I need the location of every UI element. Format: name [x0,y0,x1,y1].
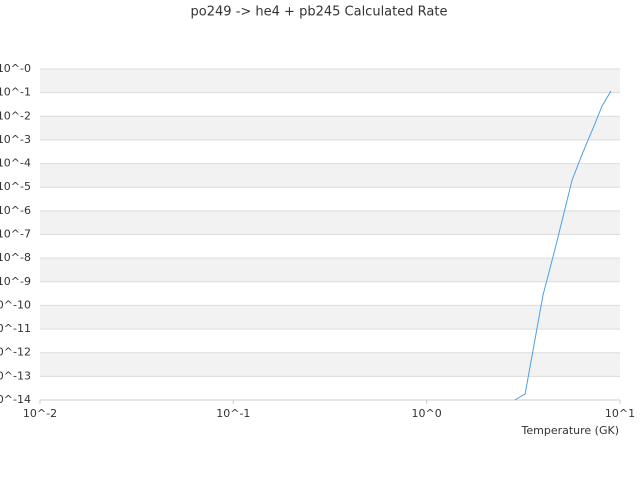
y-tick-label: 10^-2 [0,109,31,122]
y-tick-label: 10^-11 [0,322,31,335]
y-tick-label: 10^-8 [0,251,31,264]
y-tick-label: 10^-9 [0,275,31,288]
y-tick-label: 10^-14 [0,393,31,406]
x-axis-label: Temperature (GK) [521,424,620,437]
x-tick-label: 10^1 [605,407,635,420]
plot-area [40,68,620,401]
x-tick-label: 10^-1 [216,407,250,420]
band [40,163,620,188]
y-tick-label: 10^-4 [0,157,31,170]
x-tick-label: 10^0 [412,407,442,420]
y-tick-label: 10^-6 [0,204,31,217]
y-tick-label: 10^-3 [0,133,31,146]
y-tick-label: 10^-12 [0,346,31,359]
y-tick-label: 10^-7 [0,228,31,241]
band [40,210,620,235]
x-tick-label: 10^-2 [23,407,57,420]
y-tick-label: 10^-1 [0,86,31,99]
y-tick-label: 10^-5 [0,180,31,193]
band [40,305,620,330]
band [40,258,620,282]
series-line [514,90,612,401]
y-tick-label: 10^-13 [0,369,31,382]
band [40,352,620,377]
y-tick-label: 10^-10 [0,298,31,311]
band [40,69,620,93]
chart-title: po249 -> he4 + pb245 Calculated Rate [191,5,448,20]
y-tick-label: 10^-0 [0,62,31,75]
band [40,116,620,140]
